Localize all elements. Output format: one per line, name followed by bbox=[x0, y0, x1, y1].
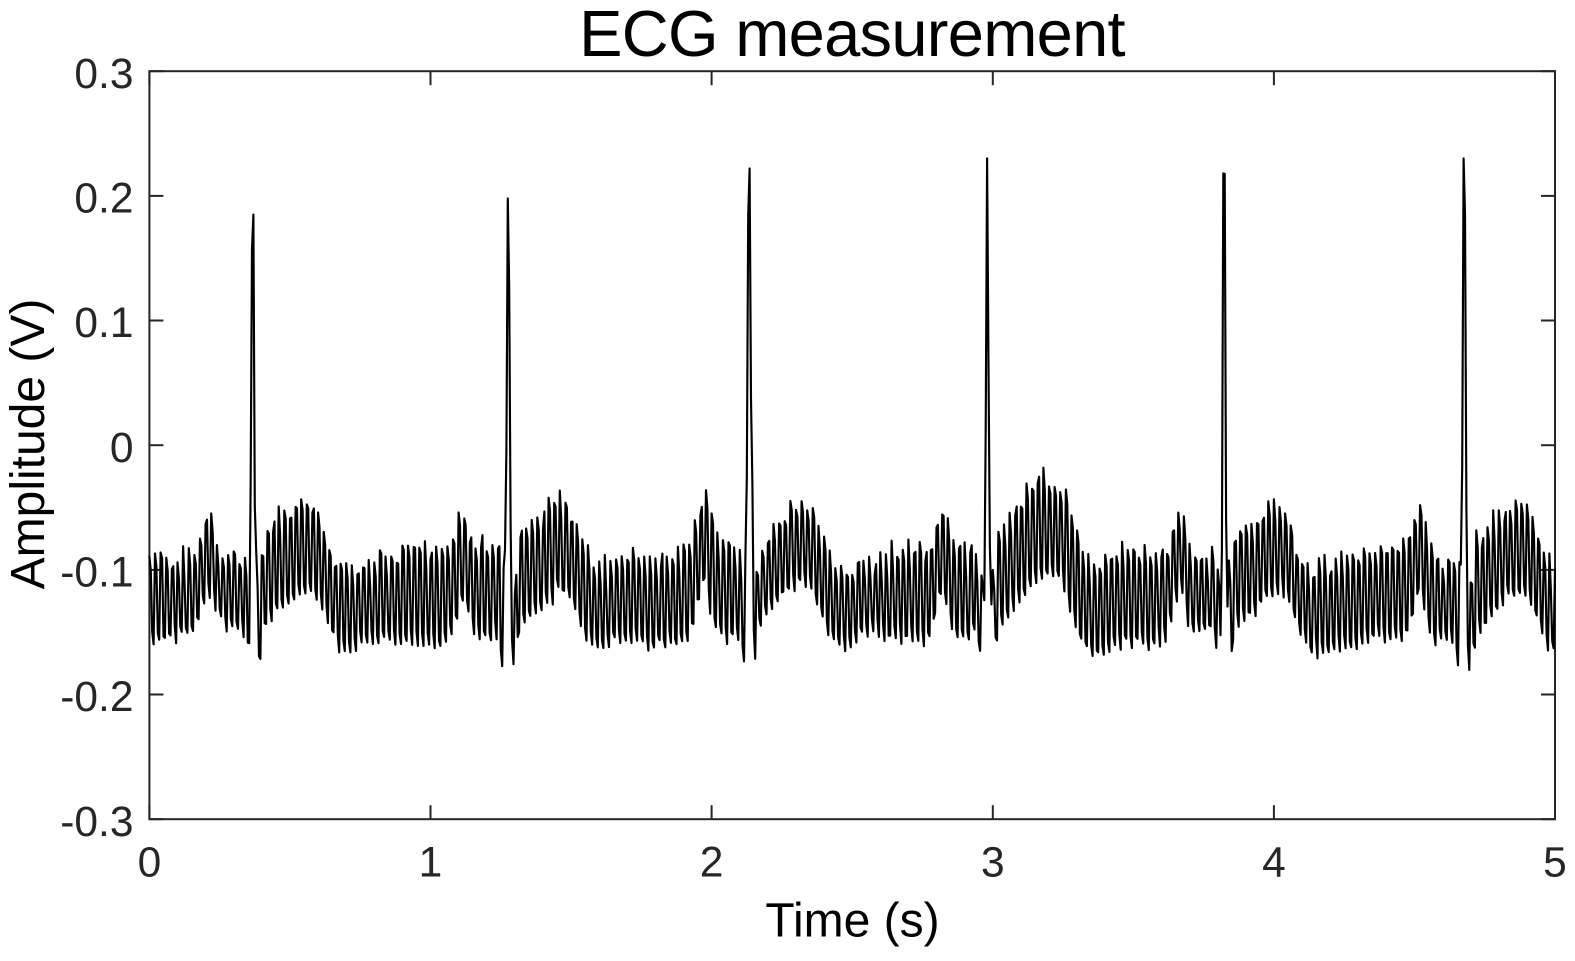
svg-text:2: 2 bbox=[700, 840, 724, 887]
svg-text:-0.3: -0.3 bbox=[60, 799, 133, 846]
svg-text:Amplitude (V): Amplitude (V) bbox=[2, 299, 55, 590]
svg-text:3: 3 bbox=[981, 840, 1005, 887]
svg-text:5: 5 bbox=[1543, 840, 1567, 887]
svg-text:0.2: 0.2 bbox=[74, 176, 133, 223]
svg-text:0: 0 bbox=[110, 425, 134, 472]
svg-text:4: 4 bbox=[1262, 840, 1286, 887]
svg-text:Time (s): Time (s) bbox=[765, 895, 939, 948]
svg-text:0.1: 0.1 bbox=[74, 300, 133, 347]
svg-text:-0.2: -0.2 bbox=[60, 674, 133, 721]
svg-text:1: 1 bbox=[419, 840, 443, 887]
svg-text:0: 0 bbox=[138, 840, 162, 887]
svg-text:0.3: 0.3 bbox=[74, 51, 133, 98]
svg-text:ECG measurement: ECG measurement bbox=[579, 0, 1125, 70]
svg-text:-0.1: -0.1 bbox=[60, 550, 133, 597]
